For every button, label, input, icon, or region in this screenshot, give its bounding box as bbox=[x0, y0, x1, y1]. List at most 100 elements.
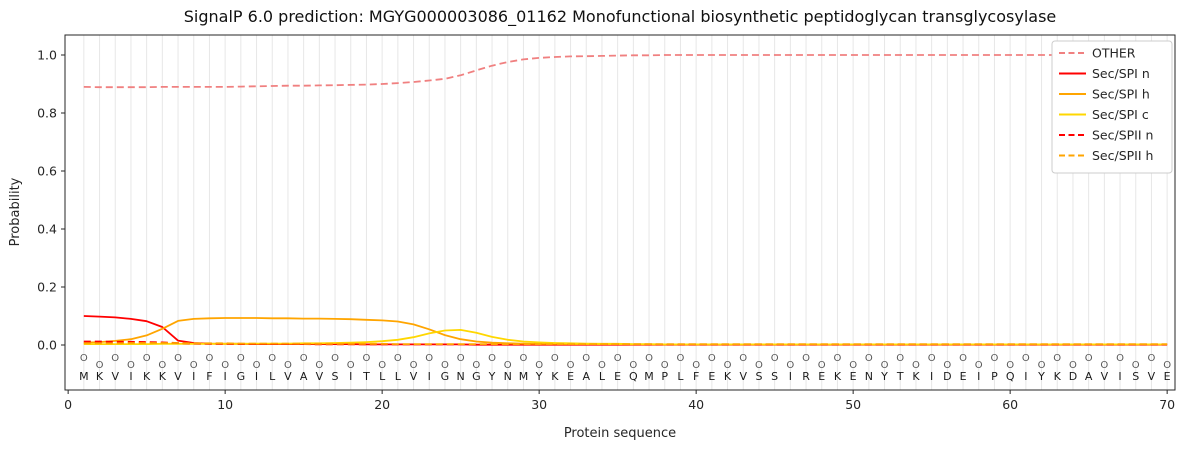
sequence-letter: P bbox=[661, 370, 668, 383]
legend-label-sec-spi-c: Sec/SPI c bbox=[1092, 107, 1149, 122]
position-marker: O bbox=[582, 353, 590, 364]
sequence-letter: I bbox=[129, 370, 132, 383]
sequence-letter: T bbox=[362, 370, 370, 383]
position-marker: O bbox=[535, 360, 543, 371]
sequence-letter: M bbox=[79, 370, 89, 383]
sequence-letter: A bbox=[1085, 370, 1093, 383]
position-marker: O bbox=[551, 353, 559, 364]
position-marker: O bbox=[315, 360, 323, 371]
position-marker: O bbox=[504, 360, 512, 371]
position-marker: O bbox=[1038, 360, 1046, 371]
y-tick-label: 0.8 bbox=[37, 106, 57, 121]
position-marker: O bbox=[881, 360, 889, 371]
sequence-letter: I bbox=[255, 370, 258, 383]
sequence-letter: K bbox=[96, 370, 104, 383]
sequence-letter: E bbox=[1164, 370, 1171, 383]
sequence-letter: L bbox=[599, 370, 606, 383]
position-marker: O bbox=[1022, 353, 1030, 364]
position-marker: O bbox=[143, 353, 151, 364]
position-marker: O bbox=[158, 360, 166, 371]
sequence-letter: K bbox=[724, 370, 732, 383]
legend-label-other: OTHER bbox=[1092, 46, 1136, 61]
sequence-letter: L bbox=[379, 370, 386, 383]
position-marker: O bbox=[80, 353, 88, 364]
position-marker: O bbox=[111, 353, 119, 364]
sequence-letter: K bbox=[912, 370, 920, 383]
sequence-letter: V bbox=[316, 370, 324, 383]
position-marker: O bbox=[300, 353, 308, 364]
sequence-letter: D bbox=[943, 370, 951, 383]
position-marker: O bbox=[284, 360, 292, 371]
sequence-letter: R bbox=[802, 370, 810, 383]
position-marker: O bbox=[221, 360, 229, 371]
y-tick-label: 1.0 bbox=[37, 48, 57, 63]
y-tick-label: 0.6 bbox=[37, 164, 57, 179]
position-marker: O bbox=[174, 353, 182, 364]
position-marker: O bbox=[865, 353, 873, 364]
sequence-letter: V bbox=[1148, 370, 1156, 383]
sequence-letter: T bbox=[896, 370, 904, 383]
position-marker: O bbox=[425, 353, 433, 364]
position-marker: O bbox=[1100, 360, 1108, 371]
position-marker: O bbox=[520, 353, 528, 364]
sequence-letter: I bbox=[1118, 370, 1121, 383]
position-marker: O bbox=[661, 360, 669, 371]
sequence-letter: M bbox=[519, 370, 529, 383]
sequence-letter: M bbox=[644, 370, 654, 383]
position-marker: O bbox=[896, 353, 904, 364]
sequence-letter: Y bbox=[1037, 370, 1045, 383]
sequence-letter: V bbox=[739, 370, 747, 383]
sequence-letter: E bbox=[567, 370, 574, 383]
sequence-letter: I bbox=[428, 370, 431, 383]
x-tick-label: 30 bbox=[531, 397, 547, 412]
legend-label-sec-spi-n: Sec/SPI n bbox=[1092, 66, 1150, 81]
position-marker: O bbox=[818, 360, 826, 371]
position-marker: O bbox=[190, 360, 198, 371]
chart-title: SignalP 6.0 prediction: MGYG000003086_01… bbox=[184, 7, 1057, 27]
series-line-other bbox=[83, 54, 1168, 89]
sequence-letter: I bbox=[224, 370, 227, 383]
series-line-sec-spi-c bbox=[83, 328, 1168, 346]
position-marker: O bbox=[472, 360, 480, 371]
sequence-letter: V bbox=[174, 370, 182, 383]
position-marker: O bbox=[943, 360, 951, 371]
position-marker: O bbox=[629, 360, 637, 371]
position-marker: O bbox=[394, 353, 402, 364]
position-marker: O bbox=[1148, 353, 1156, 364]
position-marker: O bbox=[959, 353, 967, 364]
position-marker: O bbox=[1116, 353, 1124, 364]
series-line-sec-spi-h bbox=[83, 317, 1168, 346]
position-marker: O bbox=[677, 353, 685, 364]
position-marker: O bbox=[567, 360, 575, 371]
sequence-letter: E bbox=[960, 370, 967, 383]
series-line-sec-spii-h bbox=[83, 342, 1168, 346]
position-marker: O bbox=[331, 353, 339, 364]
position-marker: O bbox=[849, 360, 857, 371]
sequence-letter: N bbox=[504, 370, 512, 383]
y-tick-label: 0.2 bbox=[37, 280, 57, 295]
sequence-letter: S bbox=[755, 370, 762, 383]
position-marker: O bbox=[692, 360, 700, 371]
sequence-letter: P bbox=[991, 370, 998, 383]
sequence-letter: E bbox=[708, 370, 715, 383]
position-marker: O bbox=[975, 360, 983, 371]
position-marker: O bbox=[268, 353, 276, 364]
sequence-letter: N bbox=[457, 370, 465, 383]
plot-frame bbox=[64, 34, 1176, 391]
sequence-letter: E bbox=[614, 370, 621, 383]
sequence-letter: I bbox=[1024, 370, 1027, 383]
sequence-letter: I bbox=[930, 370, 933, 383]
position-marker: O bbox=[771, 353, 779, 364]
sequence-letter: D bbox=[1069, 370, 1077, 383]
sequence-letter: E bbox=[818, 370, 825, 383]
sequence-letter: G bbox=[441, 370, 450, 383]
sequence-letter: F bbox=[693, 370, 699, 383]
x-tick-label: 0 bbox=[64, 397, 72, 412]
position-marker: O bbox=[786, 360, 794, 371]
position-marker: O bbox=[755, 360, 763, 371]
x-axis-ticks: 0 10 20 30 40 50 60 70 bbox=[64, 390, 1175, 412]
x-tick-label: 20 bbox=[374, 397, 390, 412]
position-marker: O bbox=[598, 360, 606, 371]
